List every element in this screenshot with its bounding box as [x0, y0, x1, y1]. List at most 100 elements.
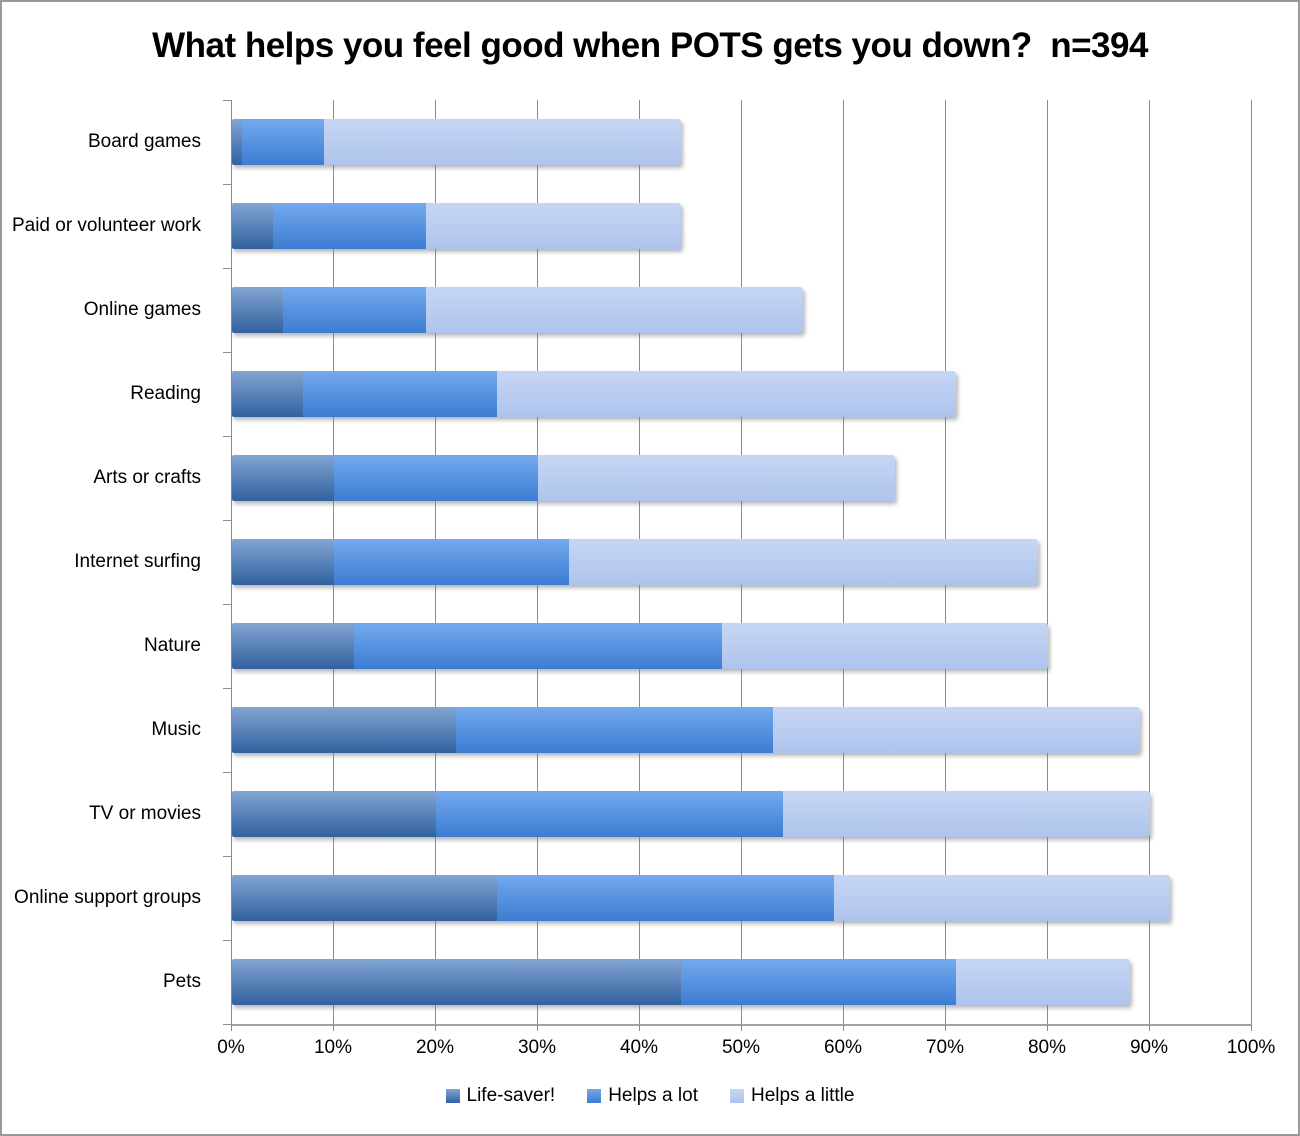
legend-swatch-helps-a-little-icon: [729, 1089, 744, 1103]
bar-segment: [497, 371, 957, 417]
category-axis-tick: [223, 1024, 232, 1025]
bar-segment: [232, 119, 243, 165]
bar-segment: [232, 203, 273, 249]
bar-segment: [456, 707, 773, 753]
value-axis-label: 30%: [517, 1037, 557, 1058]
bar-row: [232, 707, 1140, 753]
bar-segment: [334, 539, 569, 585]
legend-label-helps-a-little: Helps a little: [750, 1085, 855, 1106]
bar-row: [232, 287, 804, 333]
bar-segment: [497, 875, 834, 921]
category-axis-tick: [223, 856, 232, 857]
category-label: Nature: [143, 635, 201, 656]
bar-segment: [334, 455, 538, 501]
category-axis-tick: [223, 772, 232, 773]
bar-segment: [272, 203, 426, 249]
value-axis-label: 80%: [1027, 1037, 1067, 1058]
bar-row: [232, 119, 681, 165]
gridline-90%: [1149, 100, 1150, 1024]
value-axis-label: 60%: [823, 1037, 863, 1058]
category-label: Internet surfing: [74, 551, 201, 572]
value-axis-label: 90%: [1129, 1037, 1169, 1058]
bar-segment: [242, 119, 324, 165]
bar-row: [232, 539, 1038, 585]
chart-title: What helps you feel good when POTS gets …: [152, 26, 1148, 65]
bar-segment: [772, 707, 1140, 753]
bar-segment: [680, 959, 957, 1005]
bar-segment: [232, 959, 681, 1005]
value-axis-label: 10%: [313, 1037, 353, 1058]
category-label: Arts or crafts: [93, 467, 201, 488]
value-axis-tick: [333, 1025, 334, 1031]
value-axis-tick: [231, 1025, 232, 1031]
category-label: Pets: [162, 971, 201, 992]
legend-label-helps-a-lot: Helps a lot: [608, 1085, 698, 1106]
legend-item-helps-a-little: Helps a little: [729, 1085, 855, 1107]
legend-label-life-saver: Life-saver!: [466, 1085, 556, 1106]
value-axis-label: 70%: [925, 1037, 965, 1058]
category-axis-tick: [223, 184, 232, 185]
legend-item-helps-a-lot: Helps a lot: [587, 1085, 698, 1107]
bar-row: [232, 203, 681, 249]
bar-segment: [232, 287, 283, 333]
value-axis-tick: [1149, 1025, 1150, 1031]
value-axis-tick: [537, 1025, 538, 1031]
bar-row: [232, 875, 1171, 921]
category-label: Online support groups: [14, 887, 201, 908]
category-axis-tick: [223, 604, 232, 605]
value-axis-label: 20%: [415, 1037, 455, 1058]
legend-swatch-helps-a-lot-icon: [587, 1089, 602, 1103]
bar-segment: [425, 287, 804, 333]
bar-segment: [323, 119, 681, 165]
bar-row: [232, 959, 1130, 1005]
bar-segment: [232, 875, 498, 921]
category-label: Reading: [130, 383, 201, 404]
gridline-80%: [1047, 100, 1048, 1024]
bar-segment: [232, 371, 304, 417]
category-label: Paid or volunteer work: [11, 215, 201, 236]
bar-segment: [354, 623, 722, 669]
bar-segment: [538, 455, 895, 501]
bar-row: [232, 455, 895, 501]
bar-segment: [568, 539, 1038, 585]
value-axis-tick: [1047, 1025, 1048, 1031]
category-axis-tick: [223, 268, 232, 269]
value-axis-tick: [741, 1025, 742, 1031]
category-axis-tick: [223, 940, 232, 941]
value-axis-tick: [435, 1025, 436, 1031]
bar-segment: [232, 791, 436, 837]
bar-row: [232, 623, 1048, 669]
bar-segment: [956, 959, 1130, 1005]
value-axis: 0% 10% 20% 30% 40% 50% 60% 70% 80% 90% 100%: [217, 1025, 1275, 1070]
plot-area: [223, 100, 1252, 1026]
bar-row: [232, 371, 957, 417]
legend-item-life-saver: Life-saver!: [445, 1085, 556, 1107]
category-axis-tick: [223, 520, 232, 521]
bar-segment: [425, 203, 681, 249]
bar-segment: [833, 875, 1171, 921]
value-axis-tick: [1251, 1025, 1252, 1031]
category-axis-tick: [223, 688, 232, 689]
category-axis-tick: [223, 436, 232, 437]
bar-segment: [283, 287, 426, 333]
category-label: Online games: [83, 299, 201, 320]
value-axis-label: 0%: [217, 1037, 245, 1058]
value-axis-tick: [843, 1025, 844, 1031]
legend: Life-saver! Helps a lot Helps a little: [2, 1085, 1298, 1107]
category-label: TV or movies: [89, 803, 201, 824]
bar-segment: [232, 707, 457, 753]
value-axis-tick: [639, 1025, 640, 1031]
legend-swatch-life-saver-icon: [445, 1089, 460, 1103]
bar-segment: [303, 371, 498, 417]
category-label: Music: [151, 719, 201, 740]
value-axis-tick: [945, 1025, 946, 1031]
bar-segment: [232, 455, 334, 501]
bar-segment: [782, 791, 1150, 837]
value-axis-label: 40%: [619, 1037, 659, 1058]
category-label: Board games: [87, 131, 201, 152]
bar-segment: [436, 791, 783, 837]
value-axis-label: 50%: [721, 1037, 761, 1058]
category-axis-tick: [223, 100, 232, 101]
bar-segment: [232, 623, 355, 669]
